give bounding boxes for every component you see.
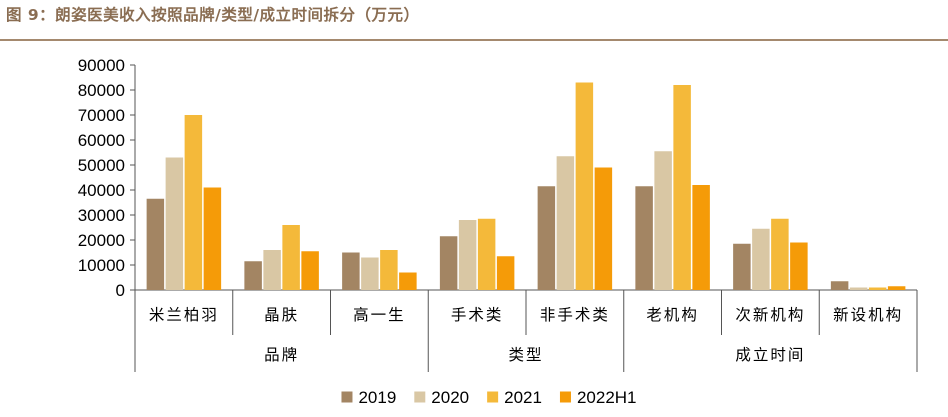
bar-2021-老机构 (673, 85, 691, 290)
y-tick-label: 20000 (78, 231, 125, 250)
bar-2022H1-老机构 (692, 185, 710, 290)
bar-2021-非手术类 (575, 82, 594, 290)
title-divider (0, 39, 948, 41)
bar-2020-老机构 (654, 151, 672, 290)
x-category-label: 非手术类 (540, 306, 610, 324)
legend-swatch-2019 (341, 391, 353, 403)
x-axis-categories: 米兰柏羽 晶肤 高一生 手术类 非手术类 老机构 次新机构 新设机构 (149, 306, 903, 324)
legend-label: 2020 (431, 388, 469, 407)
bar-2021-晶肤 (282, 225, 300, 290)
bar-2020-晶肤 (263, 250, 281, 290)
x-group-label: 类型 (508, 346, 543, 364)
bar-2022H1-高一生 (399, 272, 417, 290)
legend-swatch-2020 (414, 391, 426, 403)
x-category-label: 手术类 (451, 306, 504, 324)
bar-2020-高一生 (361, 257, 379, 290)
bar-2019-非手术类 (537, 186, 556, 290)
bar-2022H1-次新机构 (790, 242, 808, 290)
chart-bars (146, 82, 906, 290)
x-category-label: 新设机构 (833, 306, 903, 324)
bar-2021-米兰柏羽 (184, 115, 203, 290)
bar-2022H1-非手术类 (594, 167, 613, 290)
chart-legend: 2019 2020 2021 2022H1 (341, 388, 637, 407)
bar-2022H1-米兰柏羽 (203, 187, 222, 290)
bar-2019-老机构 (635, 186, 653, 290)
y-tick-label: 0 (116, 281, 125, 300)
chart-title: 图 9：朗姿医美收入按照品牌/类型/成立时间拆分（万元） (6, 6, 420, 24)
bar-2019-次新机构 (733, 243, 751, 290)
bar-2021-新设机构 (868, 287, 887, 290)
y-axis-ticks: 0 10000 20000 30000 40000 50000 60000 70000 8000… (78, 56, 135, 300)
bar-2022H1-新设机构 (887, 286, 906, 290)
bar-2020-次新机构 (752, 228, 770, 290)
x-category-label: 次新机构 (735, 306, 805, 324)
y-tick-label: 90000 (78, 56, 125, 75)
x-category-label: 晶肤 (264, 306, 299, 324)
y-tick-label: 50000 (78, 156, 125, 175)
x-category-label: 米兰柏羽 (149, 306, 219, 324)
bar-2019-米兰柏羽 (146, 198, 165, 290)
bar-2020-非手术类 (556, 156, 575, 290)
bar-2021-次新机构 (771, 218, 789, 290)
bar-2020-米兰柏羽 (165, 157, 184, 290)
x-category-label: 高一生 (353, 306, 406, 324)
y-tick-label: 10000 (78, 256, 125, 275)
bar-2021-高一生 (380, 250, 398, 290)
y-tick-label: 60000 (78, 131, 125, 150)
bar-2019-新设机构 (830, 281, 849, 290)
legend-label: 2022H1 (577, 388, 637, 407)
y-tick-label: 30000 (78, 206, 125, 225)
bar-2020-手术类 (458, 220, 477, 290)
bar-2022H1-手术类 (496, 256, 515, 290)
x-axis-groups: 品牌 类型 成立时间 (264, 346, 805, 364)
x-category-label: 老机构 (646, 306, 699, 324)
y-tick-label: 80000 (78, 81, 125, 100)
bar-2019-晶肤 (244, 261, 262, 290)
bar-2019-手术类 (439, 236, 458, 290)
legend-label: 2019 (358, 388, 396, 407)
legend-swatch-2022H1 (559, 391, 571, 403)
legend-swatch-2021 (487, 391, 499, 403)
chart-axes (134, 65, 918, 372)
bar-2022H1-晶肤 (301, 251, 319, 290)
legend-label: 2021 (504, 388, 542, 407)
x-group-label: 成立时间 (735, 346, 805, 364)
y-tick-label: 70000 (78, 106, 125, 125)
y-tick-label: 40000 (78, 181, 125, 200)
bar-2019-高一生 (342, 252, 360, 290)
bar-2021-手术类 (477, 218, 496, 290)
x-group-label: 品牌 (264, 346, 299, 364)
bar-2020-新设机构 (849, 287, 868, 290)
